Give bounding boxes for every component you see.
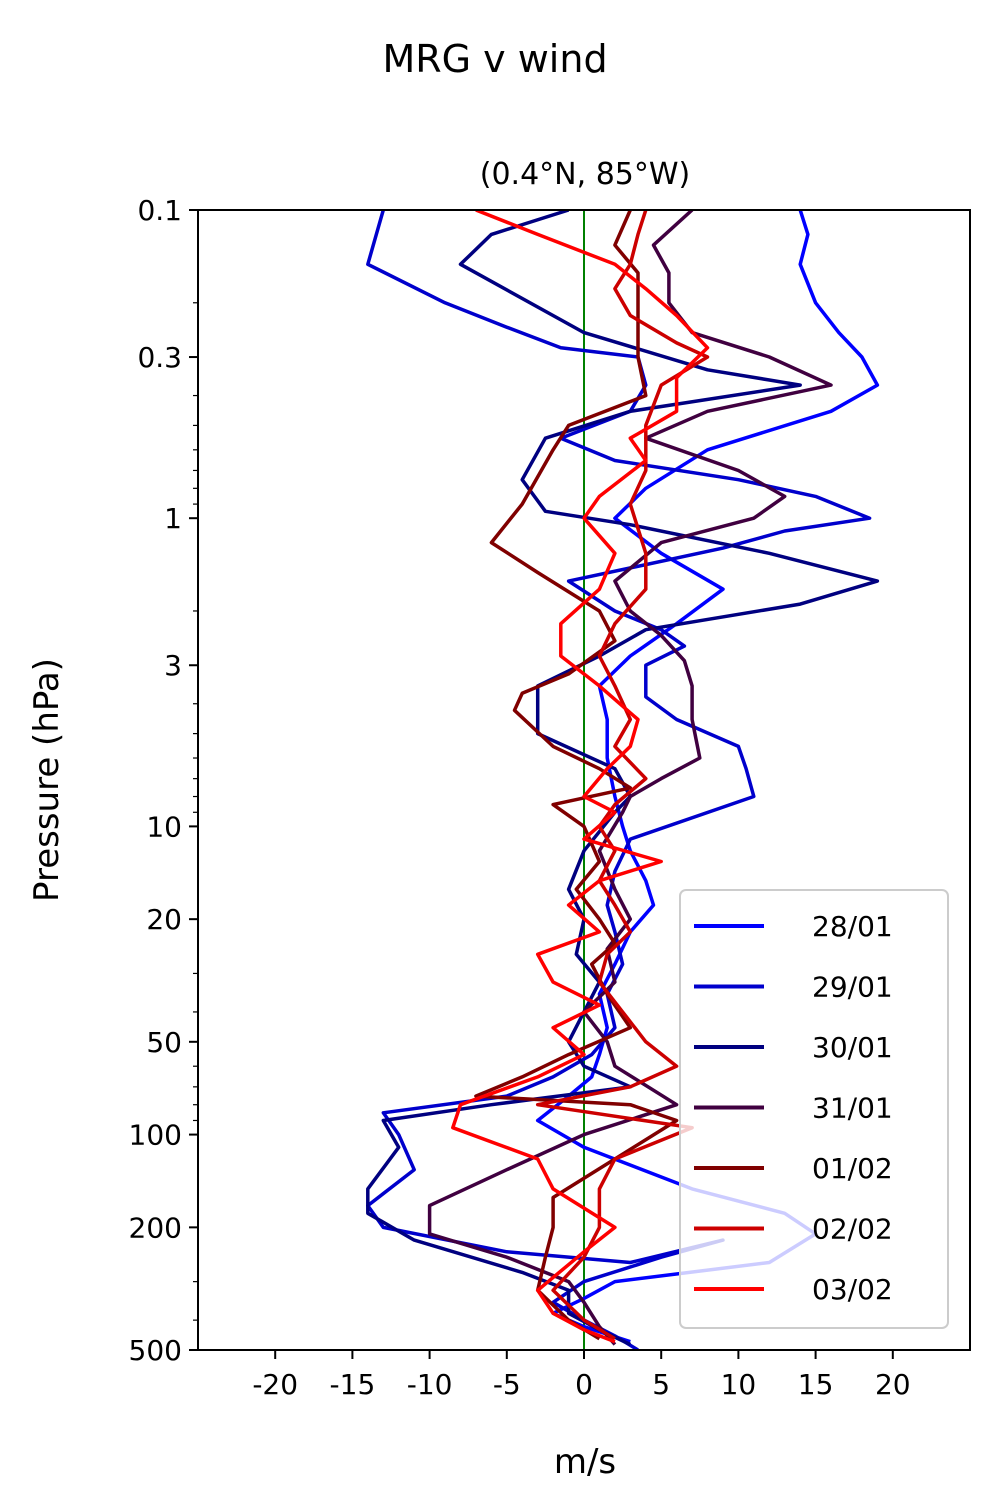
- x-tick-label: -15: [330, 1368, 376, 1401]
- x-tick-label: 20: [875, 1368, 911, 1401]
- legend-label: 01/02: [812, 1152, 893, 1185]
- series-line-01-02: [474, 210, 679, 1341]
- x-tick-label: 15: [798, 1368, 834, 1401]
- x-tick-label: 10: [721, 1368, 757, 1401]
- plot-area: [366, 210, 880, 1350]
- series-line-31-01: [427, 210, 833, 1346]
- x-tick-label: -5: [493, 1368, 521, 1401]
- y-tick-label: 500: [129, 1334, 182, 1367]
- chart-subtitle: (0.4°N, 85°W): [480, 157, 690, 192]
- legend-label: 30/01: [812, 1031, 893, 1064]
- axis-ticks: -20 -15 -10 -5 0 5 10 15 20 0.1 0.3 1 3 10 20 50 100 200 5…: [129, 194, 911, 1401]
- series-line-03-02: [451, 210, 710, 1344]
- y-tick-label: 0.3: [137, 341, 182, 374]
- legend: 28/01 29/01 30/01 31/01 01/02 02/02 03/02: [679, 889, 949, 1329]
- legend-label: 29/01: [812, 971, 893, 1004]
- chart-title: MRG v wind: [382, 37, 607, 81]
- y-tick-label: 200: [129, 1211, 182, 1244]
- y-tick-label: 50: [146, 1026, 182, 1059]
- y-tick-label: 0.1: [137, 194, 182, 227]
- y-tick-label: 10: [146, 810, 182, 843]
- y-tick-label: 20: [146, 903, 182, 936]
- plot-frame: [197, 209, 971, 1351]
- x-tick-label: -20: [252, 1368, 298, 1401]
- legend-label: 28/01: [812, 910, 893, 943]
- legend-box: [679, 889, 949, 1329]
- legend-label: 31/01: [812, 1092, 893, 1125]
- legend-label: 02/02: [812, 1213, 893, 1246]
- y-axis-label: Pressure (hPa): [27, 658, 67, 902]
- y-tick-label: 3: [164, 649, 182, 682]
- x-tick-label: 5: [652, 1368, 670, 1401]
- x-tick-label: -10: [407, 1368, 453, 1401]
- legend-label: 03/02: [812, 1273, 893, 1306]
- x-tick-label: 0: [575, 1368, 593, 1401]
- y-tick-label: 100: [129, 1119, 182, 1152]
- x-axis-label: m/s: [554, 1442, 616, 1482]
- y-tick-label: 1: [164, 502, 182, 535]
